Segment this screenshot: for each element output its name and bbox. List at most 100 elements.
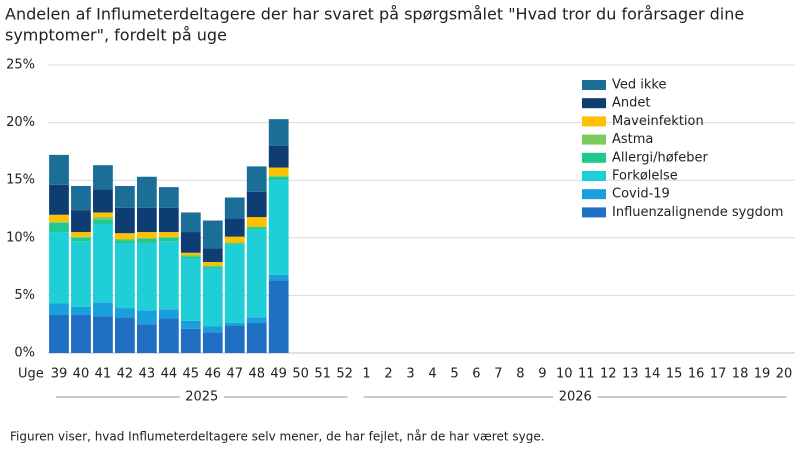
bar-segment [115, 233, 135, 239]
x-tick-label: 45 [183, 367, 200, 382]
y-tick-label: 0% [14, 346, 35, 361]
x-tick-label: 44 [161, 367, 178, 382]
bar-segment [71, 241, 91, 307]
bar-segment [246, 191, 267, 218]
bar-segment [224, 242, 245, 244]
bar-segment [224, 244, 245, 324]
bar-segment [158, 207, 179, 233]
bar-segment [93, 212, 113, 218]
legend-label: Andet [612, 96, 650, 111]
bar-segment [180, 255, 201, 257]
bar-segment [115, 240, 135, 244]
legend-swatch [582, 207, 606, 218]
bar-segment [136, 310, 157, 325]
bar-segment [268, 175, 289, 177]
bar-segment [93, 165, 113, 190]
bar-segment [246, 227, 267, 230]
bar-segment [136, 324, 157, 353]
bar-segment [180, 256, 201, 259]
x-tick-label: 14 [644, 367, 661, 382]
y-tick-label: 5% [14, 288, 35, 303]
bar-segment [158, 318, 179, 353]
bar-segment [246, 229, 267, 318]
legend-swatch [582, 134, 606, 145]
y-tick-label: 15% [6, 173, 35, 188]
bar-segment [136, 207, 157, 233]
x-tick-label: 17 [710, 367, 727, 382]
footnote: Figuren viser, hvad Influmeterdeltagere … [10, 430, 545, 444]
legend-swatch [582, 98, 606, 109]
x-tick-label: 4 [428, 367, 436, 382]
bar-segment [202, 261, 223, 266]
x-tick-label: 15 [666, 367, 683, 382]
bar-segment [136, 243, 157, 311]
x-tick-label: 52 [336, 367, 353, 382]
x-tick-label: 6 [472, 367, 480, 382]
bar-segment [180, 328, 201, 353]
x-tick-label: 42 [117, 367, 134, 382]
bar-segment [93, 302, 113, 317]
y-tick-label: 25% [6, 58, 35, 73]
x-tick-label: 48 [248, 367, 265, 382]
bar-segment [115, 243, 135, 309]
bar-segment [224, 197, 245, 219]
y-tick-label: 10% [6, 230, 35, 245]
x-tick-label: 40 [73, 367, 90, 382]
legend-label: Allergi/høfeber [612, 150, 708, 165]
legend-swatch [582, 80, 606, 90]
legend-label: Forkølelse [612, 169, 678, 184]
bar-segment [246, 226, 267, 228]
bar-segment [202, 220, 223, 249]
bar-segment [246, 317, 267, 324]
bar-segment [71, 185, 91, 211]
bar-segment [71, 306, 91, 315]
bar-segment [246, 217, 267, 227]
bar-segment [268, 119, 289, 146]
bar-segment [268, 180, 289, 275]
x-tick-label: 46 [205, 367, 222, 382]
legend-label: Maveinfektion [612, 114, 704, 129]
bar-segment [71, 210, 91, 233]
bar-segment [93, 189, 113, 213]
bar-segment [49, 214, 69, 222]
x-tick-label: 50 [292, 367, 309, 382]
bar-segment [158, 187, 179, 208]
x-tick-label: 49 [270, 367, 287, 382]
bar-segment [268, 176, 289, 181]
x-tick-label: 43 [139, 367, 156, 382]
x-tick-label: 51 [314, 367, 331, 382]
y-tick-label: 20% [6, 115, 35, 130]
x-tick-label: 2 [384, 367, 392, 382]
bar-segment [71, 314, 91, 353]
bar-segment [180, 212, 201, 233]
bar-segment [49, 303, 69, 315]
bar-segment [71, 236, 91, 238]
bar-segment [224, 236, 245, 243]
year-label: 2025 [185, 390, 218, 405]
bar-segment [202, 265, 223, 267]
x-tick-label: 1 [362, 367, 370, 382]
bar-segment [202, 332, 223, 353]
bar-segment [136, 237, 157, 239]
bar-segment [224, 243, 245, 245]
bar-segment [158, 241, 179, 310]
bar-segment [158, 232, 179, 237]
x-tick-label: 3 [406, 367, 414, 382]
bar-segment [180, 232, 201, 253]
bar-segment [158, 309, 179, 319]
x-tick-label: 13 [622, 367, 639, 382]
bar-segment [180, 252, 201, 256]
legend-label: Influenzalignende sygdom [612, 205, 783, 220]
x-tick-label: 47 [226, 367, 243, 382]
x-tick-label: 39 [51, 367, 68, 382]
x-tick-label: 18 [732, 367, 749, 382]
bar-segment [49, 154, 69, 185]
chart-title: symptomer", fordelt på uge [5, 26, 227, 45]
bar-segment [115, 308, 135, 318]
bar-segment [49, 184, 69, 215]
bar-segment [202, 268, 223, 327]
legend-swatch [582, 171, 606, 181]
bar-segment [93, 217, 113, 220]
year-label: 2026 [559, 390, 592, 405]
